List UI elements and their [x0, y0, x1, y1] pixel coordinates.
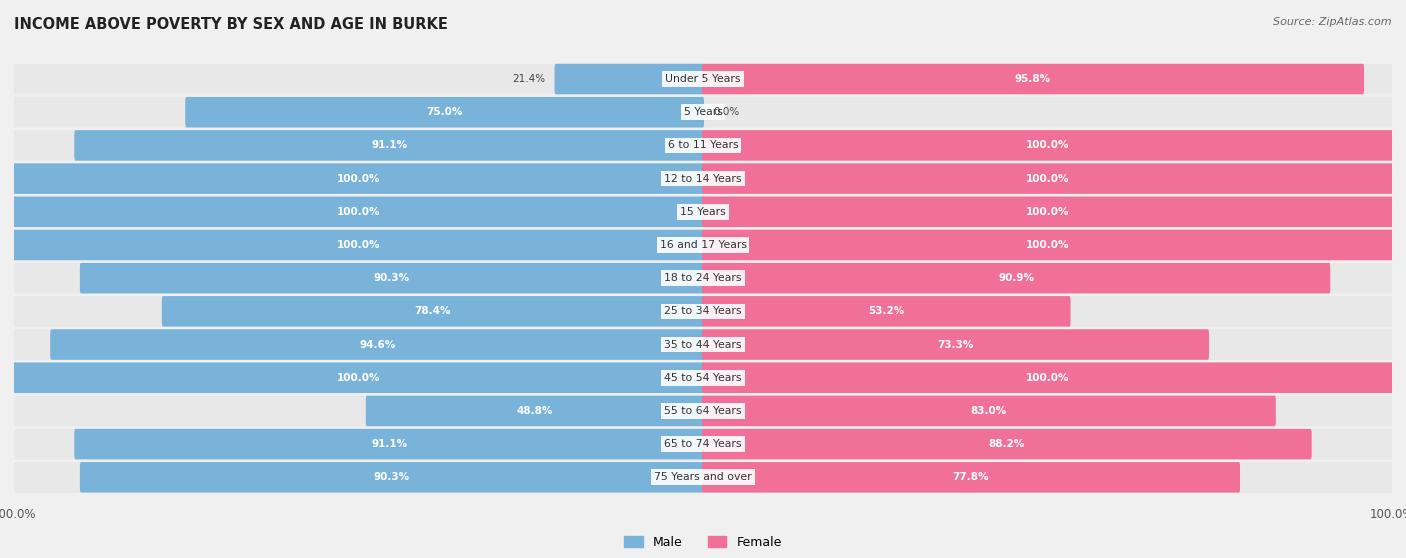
Text: 100.0%: 100.0% [337, 174, 380, 184]
Text: 91.1%: 91.1% [371, 141, 408, 151]
Text: 73.3%: 73.3% [938, 340, 974, 349]
Text: 78.4%: 78.4% [415, 306, 451, 316]
FancyBboxPatch shape [13, 163, 704, 194]
Text: 45 to 54 Years: 45 to 54 Years [664, 373, 742, 383]
FancyBboxPatch shape [75, 429, 704, 459]
FancyBboxPatch shape [13, 363, 704, 393]
Text: 15 Years: 15 Years [681, 207, 725, 217]
Text: 5 Years: 5 Years [683, 107, 723, 117]
FancyBboxPatch shape [366, 396, 704, 426]
FancyBboxPatch shape [702, 163, 1393, 194]
FancyBboxPatch shape [702, 196, 1393, 227]
Text: Under 5 Years: Under 5 Years [665, 74, 741, 84]
FancyBboxPatch shape [702, 263, 1330, 294]
FancyBboxPatch shape [80, 462, 704, 493]
Text: 16 and 17 Years: 16 and 17 Years [659, 240, 747, 250]
Legend: Male, Female: Male, Female [619, 531, 787, 554]
FancyBboxPatch shape [702, 296, 1070, 326]
Text: 100.0%: 100.0% [337, 207, 380, 217]
FancyBboxPatch shape [13, 196, 1393, 227]
FancyBboxPatch shape [13, 263, 1393, 294]
Text: 95.8%: 95.8% [1015, 74, 1052, 84]
FancyBboxPatch shape [702, 230, 1393, 260]
Text: 100.0%: 100.0% [1026, 373, 1069, 383]
FancyBboxPatch shape [80, 263, 704, 294]
FancyBboxPatch shape [186, 97, 704, 127]
FancyBboxPatch shape [554, 64, 704, 94]
Text: 100.0%: 100.0% [1026, 207, 1069, 217]
FancyBboxPatch shape [75, 130, 704, 161]
Text: 100.0%: 100.0% [1026, 174, 1069, 184]
FancyBboxPatch shape [13, 329, 1393, 360]
Text: Source: ZipAtlas.com: Source: ZipAtlas.com [1274, 17, 1392, 27]
FancyBboxPatch shape [13, 363, 1393, 393]
Text: 100.0%: 100.0% [1026, 240, 1069, 250]
Text: 90.3%: 90.3% [374, 273, 411, 283]
Text: 18 to 24 Years: 18 to 24 Years [664, 273, 742, 283]
FancyBboxPatch shape [702, 396, 1275, 426]
FancyBboxPatch shape [13, 230, 704, 260]
FancyBboxPatch shape [162, 296, 704, 326]
FancyBboxPatch shape [702, 329, 1209, 360]
Text: 55 to 64 Years: 55 to 64 Years [664, 406, 742, 416]
FancyBboxPatch shape [13, 230, 1393, 260]
FancyBboxPatch shape [13, 196, 704, 227]
FancyBboxPatch shape [13, 64, 1393, 94]
Text: 100.0%: 100.0% [1026, 141, 1069, 151]
Text: 75.0%: 75.0% [426, 107, 463, 117]
Text: 91.1%: 91.1% [371, 439, 408, 449]
FancyBboxPatch shape [13, 462, 1393, 493]
Text: 48.8%: 48.8% [517, 406, 553, 416]
Text: 21.4%: 21.4% [512, 74, 546, 84]
FancyBboxPatch shape [702, 462, 1240, 493]
FancyBboxPatch shape [702, 363, 1393, 393]
Text: 100.0%: 100.0% [337, 373, 380, 383]
Text: 12 to 14 Years: 12 to 14 Years [664, 174, 742, 184]
Text: 100.0%: 100.0% [337, 240, 380, 250]
FancyBboxPatch shape [51, 329, 704, 360]
Text: 90.3%: 90.3% [374, 472, 411, 482]
FancyBboxPatch shape [13, 396, 1393, 426]
FancyBboxPatch shape [13, 163, 1393, 194]
Text: 94.6%: 94.6% [359, 340, 395, 349]
Text: 77.8%: 77.8% [953, 472, 990, 482]
FancyBboxPatch shape [702, 429, 1312, 459]
Text: 88.2%: 88.2% [988, 439, 1025, 449]
Text: 25 to 34 Years: 25 to 34 Years [664, 306, 742, 316]
Text: 83.0%: 83.0% [970, 406, 1007, 416]
Text: 0.0%: 0.0% [713, 107, 740, 117]
Text: 53.2%: 53.2% [868, 306, 904, 316]
FancyBboxPatch shape [13, 97, 1393, 127]
Text: 65 to 74 Years: 65 to 74 Years [664, 439, 742, 449]
Text: 90.9%: 90.9% [998, 273, 1035, 283]
Text: 6 to 11 Years: 6 to 11 Years [668, 141, 738, 151]
Text: 75 Years and over: 75 Years and over [654, 472, 752, 482]
FancyBboxPatch shape [13, 130, 1393, 161]
Text: INCOME ABOVE POVERTY BY SEX AND AGE IN BURKE: INCOME ABOVE POVERTY BY SEX AND AGE IN B… [14, 17, 449, 32]
FancyBboxPatch shape [13, 429, 1393, 459]
FancyBboxPatch shape [702, 64, 1364, 94]
FancyBboxPatch shape [702, 130, 1393, 161]
FancyBboxPatch shape [13, 296, 1393, 326]
Text: 35 to 44 Years: 35 to 44 Years [664, 340, 742, 349]
